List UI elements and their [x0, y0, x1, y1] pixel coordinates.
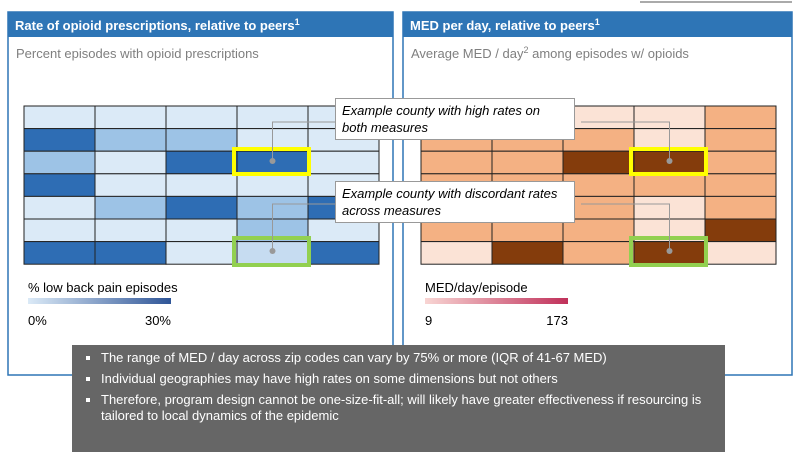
- heatmap-cell: [420, 241, 493, 265]
- panel-header: [8, 12, 393, 37]
- panel-header: [403, 12, 792, 37]
- heatmap-cell: [704, 241, 777, 265]
- heatmap-cell: [491, 241, 564, 265]
- heatmap-cell: [23, 195, 96, 220]
- heatmap-cell: [23, 241, 96, 265]
- title-note: 1: [295, 17, 300, 27]
- legend-bar: [28, 298, 171, 304]
- heatmap-cell: [704, 105, 777, 130]
- legend-max: 173: [546, 313, 568, 328]
- heatmap-cell: [23, 150, 96, 175]
- heatmap-cell: [94, 105, 167, 130]
- panel-subtitle: Percent episodes with opioid prescriptio…: [16, 46, 259, 61]
- heatmap-cell: [633, 173, 706, 197]
- heatmap-cell: [165, 173, 238, 197]
- heatmap-cell: [420, 150, 493, 175]
- heatmap-cell: [165, 241, 238, 265]
- heatmap-cell: [236, 173, 309, 197]
- panel-title: Rate of opioid prescriptions, relative t…: [15, 17, 300, 33]
- leader-line: [581, 203, 670, 251]
- heatmap-cell: [165, 150, 238, 175]
- leader-dot: [666, 158, 673, 164]
- highlight-green: [629, 236, 708, 267]
- legend-min: 0%: [28, 313, 47, 328]
- heatmap-cell: [704, 128, 777, 152]
- heatmap-cell: [704, 195, 777, 220]
- heatmap-cell: [23, 173, 96, 197]
- bullet: Therefore, program design cannot be one-…: [101, 392, 710, 424]
- highlight-green: [232, 236, 311, 267]
- legend-max: 30%: [145, 313, 171, 328]
- legend-title: MED/day/episode: [425, 280, 528, 295]
- heatmap-cell: [94, 195, 167, 220]
- heatmap-cell: [307, 241, 380, 265]
- title-text: MED per day, relative to peers: [410, 18, 595, 33]
- bullet: The range of MED / day across zip codes …: [101, 350, 710, 366]
- heatmap-cell: [94, 173, 167, 197]
- leader-line: [272, 121, 335, 161]
- panel-subtitle: Average MED / day2 among episodes w/ opi…: [411, 45, 689, 61]
- legend-title: % low back pain episodes: [28, 280, 178, 295]
- heatmap-cell: [94, 241, 167, 265]
- subtitle-note: 2: [523, 45, 528, 55]
- highlight-yellow: [232, 147, 311, 176]
- heatmap-cell: [23, 105, 96, 130]
- heatmap-cell: [307, 150, 380, 175]
- leader-line: [272, 203, 335, 251]
- summary-box: The range of MED / day across zip codes …: [72, 345, 725, 452]
- highlight-yellow: [629, 147, 708, 176]
- heatmap-cell: [562, 150, 635, 175]
- heatmap-cell: [23, 128, 96, 152]
- heatmap-cell: [491, 150, 564, 175]
- leader-dot: [269, 158, 276, 164]
- heatmap-cell: [562, 241, 635, 265]
- callout: Example county with high rates on both m…: [335, 98, 575, 140]
- heatmap-cell: [165, 128, 238, 152]
- heatmap-cell: [165, 218, 238, 243]
- heatmap-cell: [23, 218, 96, 243]
- leader-line: [581, 121, 670, 161]
- legend-min: 9: [425, 313, 432, 328]
- subtitle-text: Average MED / day: [411, 46, 524, 61]
- heatmap-cell: [704, 173, 777, 197]
- title-note: 1: [595, 17, 600, 27]
- heatmap-cell: [165, 195, 238, 220]
- heatmap-cell: [704, 150, 777, 175]
- heatmap-cell: [94, 128, 167, 152]
- heatmap-cell: [94, 150, 167, 175]
- heatmap-cell: [94, 218, 167, 243]
- heatmap-cell: [165, 105, 238, 130]
- leader-dot: [666, 248, 673, 254]
- subtitle-text: among episodes w/ opioids: [529, 46, 690, 61]
- panel-title: MED per day, relative to peers1: [410, 17, 600, 33]
- leader-dot: [269, 248, 276, 254]
- callout: Example county with discordant rates acr…: [335, 181, 575, 223]
- heatmap-cell: [704, 218, 777, 243]
- subtitle-text: Percent episodes with opioid prescriptio…: [16, 46, 259, 61]
- title-text: Rate of opioid prescriptions, relative t…: [15, 18, 295, 33]
- legend-bar: [425, 298, 568, 304]
- bullet: Individual geographies may have high rat…: [101, 371, 710, 387]
